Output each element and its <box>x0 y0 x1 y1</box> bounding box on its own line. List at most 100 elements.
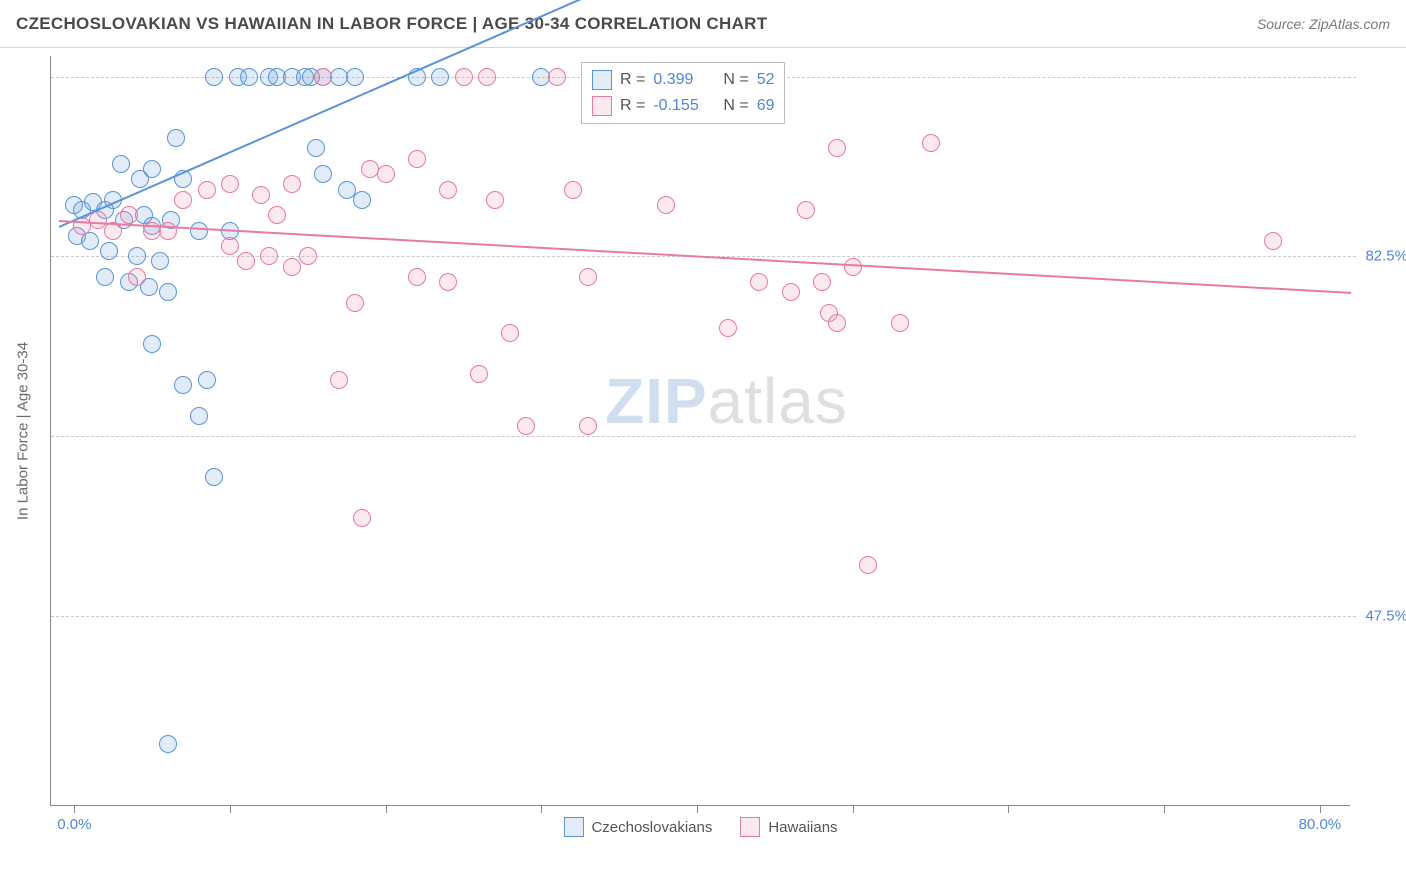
scatter-point <box>314 165 332 183</box>
scatter-point <box>478 68 496 86</box>
x-tick-label: 80.0% <box>1299 816 1342 833</box>
scatter-point <box>151 252 169 270</box>
stats-legend: R = 0.399 N = 52 R = -0.155N = 69 <box>581 62 785 124</box>
scatter-point <box>221 175 239 193</box>
scatter-point <box>501 324 519 342</box>
legend-swatch <box>592 96 612 116</box>
n-value: 52 <box>757 71 775 89</box>
scatter-point <box>143 160 161 178</box>
r-value: -0.155 <box>653 97 715 115</box>
scatter-point <box>431 68 449 86</box>
source-link[interactable]: ZipAtlas.com <box>1309 16 1390 32</box>
stats-legend-row: R = -0.155N = 69 <box>592 93 774 119</box>
x-tick <box>386 805 387 813</box>
grid-line <box>51 436 1356 437</box>
scatter-point <box>190 222 208 240</box>
scatter-point <box>439 273 457 291</box>
scatter-point <box>96 268 114 286</box>
scatter-point <box>548 68 566 86</box>
source-prefix: Source: <box>1257 16 1309 32</box>
scatter-point <box>517 417 535 435</box>
scatter-point <box>198 371 216 389</box>
r-label: R = <box>620 71 645 89</box>
x-tick <box>697 805 698 813</box>
scatter-point <box>346 68 364 86</box>
chart-header: CZECHOSLOVAKIAN VS HAWAIIAN IN LABOR FOR… <box>0 0 1406 48</box>
y-axis-label: In Labor Force | Age 30-34 <box>15 341 32 519</box>
y-tick-label: 47.5% <box>1356 607 1406 624</box>
watermark: ZIPatlas <box>605 364 848 438</box>
series-legend: Czechoslovakians Hawaiians <box>563 817 837 837</box>
watermark-zip: ZIP <box>605 365 708 437</box>
scatter-point <box>330 371 348 389</box>
scatter-point <box>190 407 208 425</box>
legend-swatch <box>592 70 612 90</box>
scatter-point <box>159 283 177 301</box>
r-label: R = <box>620 97 645 115</box>
scatter-point <box>922 134 940 152</box>
legend-label: Hawaiians <box>768 819 837 836</box>
n-value: 69 <box>757 97 775 115</box>
legend-item: Hawaiians <box>740 817 837 837</box>
scatter-point <box>408 268 426 286</box>
grid-line <box>51 616 1356 617</box>
scatter-point <box>579 417 597 435</box>
r-value: 0.399 <box>653 71 715 89</box>
scatter-point <box>174 191 192 209</box>
x-tick <box>74 805 75 813</box>
scatter-point <box>260 247 278 265</box>
scatter-point <box>120 206 138 224</box>
chart-title: CZECHOSLOVAKIAN VS HAWAIIAN IN LABOR FOR… <box>16 14 767 34</box>
scatter-point <box>470 365 488 383</box>
scatter-point <box>486 191 504 209</box>
scatter-point <box>167 129 185 147</box>
scatter-point <box>205 468 223 486</box>
scatter-point <box>564 181 582 199</box>
scatter-point <box>252 186 270 204</box>
scatter-point <box>221 237 239 255</box>
scatter-point <box>283 258 301 276</box>
scatter-point <box>237 252 255 270</box>
scatter-point <box>283 175 301 193</box>
scatter-point <box>112 155 130 173</box>
stats-legend-row: R = 0.399 N = 52 <box>592 67 774 93</box>
legend-item: Czechoslovakians <box>563 817 712 837</box>
scatter-point <box>268 206 286 224</box>
scatter-point <box>891 314 909 332</box>
x-tick <box>1320 805 1321 813</box>
scatter-point <box>439 181 457 199</box>
scatter-point <box>174 376 192 394</box>
legend-swatch <box>740 817 760 837</box>
scatter-point <box>81 232 99 250</box>
x-tick-label: 0.0% <box>57 816 91 833</box>
scatter-point <box>657 196 675 214</box>
scatter-point <box>719 319 737 337</box>
x-tick <box>541 805 542 813</box>
scatter-point <box>159 735 177 753</box>
y-tick-label: 82.5% <box>1356 248 1406 265</box>
scatter-point <box>299 247 317 265</box>
chart-source: Source: ZipAtlas.com <box>1257 16 1390 32</box>
scatter-point <box>579 268 597 286</box>
scatter-point <box>240 68 258 86</box>
x-tick <box>1164 805 1165 813</box>
scatter-point <box>205 68 223 86</box>
scatter-point <box>143 335 161 353</box>
scatter-point <box>1264 232 1282 250</box>
scatter-point <box>346 294 364 312</box>
watermark-atlas: atlas <box>708 365 848 437</box>
scatter-point <box>813 273 831 291</box>
scatter-point <box>797 201 815 219</box>
scatter-point <box>128 247 146 265</box>
scatter-point <box>353 509 371 527</box>
scatter-point <box>408 150 426 168</box>
scatter-point <box>159 222 177 240</box>
scatter-point <box>782 283 800 301</box>
scatter-point <box>307 139 325 157</box>
scatter-point <box>128 268 146 286</box>
plot-area: In Labor Force | Age 30-34 ZIPatlas 47.5… <box>50 56 1350 806</box>
legend-label: Czechoslovakians <box>591 819 712 836</box>
n-label: N = <box>723 71 748 89</box>
scatter-point <box>353 191 371 209</box>
scatter-point <box>100 242 118 260</box>
